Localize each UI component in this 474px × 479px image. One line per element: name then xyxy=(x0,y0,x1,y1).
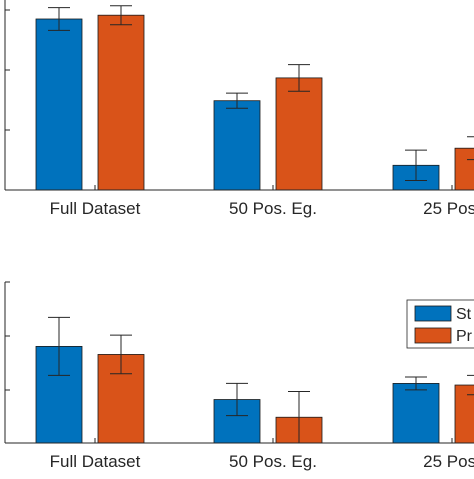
error-bar-2-1-1 xyxy=(48,316,70,376)
x-tick-label-1-2: 50 Pos. Eg. xyxy=(229,199,317,218)
error-bar-1-1-2 xyxy=(226,92,248,109)
x-tick-label-2-3: 25 Pos. xyxy=(423,452,474,471)
error-bar-1-2-1 xyxy=(110,5,132,26)
legend-swatch-2 xyxy=(414,327,452,344)
bar-1-1-2 xyxy=(213,100,261,191)
bar-1-1-1 xyxy=(35,18,83,191)
error-bar-1-1-1 xyxy=(48,7,70,31)
error-bar-1-2-2 xyxy=(288,64,310,92)
chart-panel-1: Full Dataset 50 Pos. Eg. 25 Pos. xyxy=(4,0,474,218)
legend-label-2: Pr xyxy=(456,328,473,345)
bar-1-2-1 xyxy=(97,14,145,191)
error-bar-1-2-3 xyxy=(467,136,474,161)
error-bar-2-1-2 xyxy=(226,382,248,417)
chart-panel-2: Full Dataset 50 Pos. Eg. 25 Pos. St Pr xyxy=(4,281,474,471)
bar-2-1-3 xyxy=(392,383,440,444)
legend-label-1: St xyxy=(456,306,472,323)
bar-2-2-3 xyxy=(454,384,474,444)
x-tick-label-2-1: Full Dataset xyxy=(50,452,141,471)
x-tick-label-1-1: Full Dataset xyxy=(50,199,141,218)
legend: St Pr xyxy=(406,299,474,349)
error-bar-2-2-3 xyxy=(467,374,474,396)
error-bar-2-2-1 xyxy=(110,334,132,375)
x-tick-label-1-3: 25 Pos. xyxy=(423,199,474,218)
error-bar-2-1-3 xyxy=(405,376,427,391)
bar-1-2-2 xyxy=(275,77,323,191)
legend-swatch-1 xyxy=(414,305,452,322)
error-bar-1-1-3 xyxy=(405,149,427,181)
bar-1-2-3 xyxy=(454,147,474,191)
x-tick-label-2-2: 50 Pos. Eg. xyxy=(229,452,317,471)
